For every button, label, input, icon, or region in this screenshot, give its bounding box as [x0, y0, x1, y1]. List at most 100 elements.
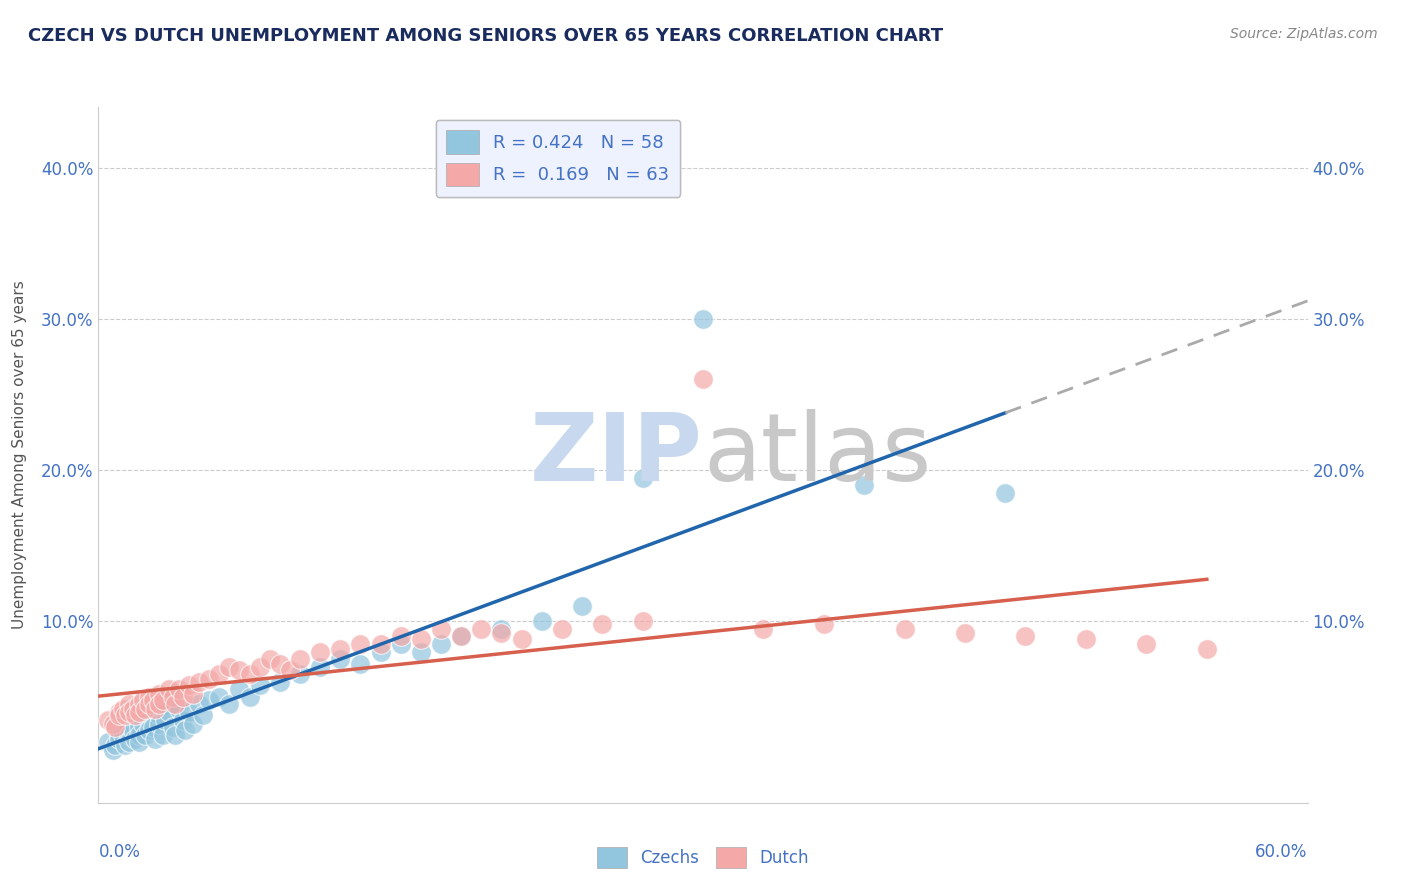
Point	[162, 720, 184, 734]
Point	[134, 728, 156, 742]
Point	[370, 637, 392, 651]
Point	[107, 732, 129, 747]
Point	[188, 674, 211, 689]
Point	[309, 644, 332, 658]
Point	[450, 629, 472, 643]
Point	[124, 732, 146, 747]
Point	[752, 622, 775, 636]
Text: 0.0%: 0.0%	[98, 843, 141, 861]
Point	[167, 682, 190, 697]
Legend: Czechs, Dutch: Czechs, Dutch	[591, 840, 815, 875]
Point	[329, 652, 352, 666]
Point	[128, 705, 150, 719]
Point	[142, 720, 165, 734]
Text: atlas: atlas	[703, 409, 931, 501]
Point	[172, 713, 194, 727]
Point	[631, 470, 654, 484]
Point	[188, 698, 211, 712]
Point	[249, 659, 271, 673]
Point	[157, 705, 180, 719]
Point	[269, 657, 291, 671]
Point	[101, 717, 124, 731]
Point	[370, 644, 392, 658]
Point	[153, 713, 176, 727]
Point	[128, 698, 150, 712]
Point	[134, 702, 156, 716]
Point	[228, 682, 250, 697]
Point	[138, 690, 160, 704]
Point	[259, 652, 281, 666]
Point	[152, 728, 174, 742]
Point	[198, 693, 221, 707]
Point	[181, 717, 204, 731]
Point	[124, 708, 146, 723]
Point	[162, 690, 184, 704]
Point	[239, 667, 262, 681]
Point	[389, 637, 412, 651]
Point	[148, 708, 170, 723]
Point	[148, 687, 170, 701]
Point	[121, 702, 143, 716]
Point	[107, 705, 129, 719]
Text: ZIP: ZIP	[530, 409, 703, 501]
Point	[409, 632, 432, 647]
Point	[1135, 637, 1157, 651]
Text: CZECH VS DUTCH UNEMPLOYMENT AMONG SENIORS OVER 65 YEARS CORRELATION CHART: CZECH VS DUTCH UNEMPLOYMENT AMONG SENIOR…	[28, 27, 943, 45]
Point	[591, 617, 613, 632]
Point	[179, 705, 201, 719]
Point	[218, 698, 240, 712]
Point	[893, 622, 915, 636]
Point	[118, 698, 141, 712]
Text: 60.0%: 60.0%	[1256, 843, 1308, 861]
Point	[470, 622, 492, 636]
Point	[430, 637, 453, 651]
Point	[198, 672, 221, 686]
Point	[409, 644, 432, 658]
Point	[118, 705, 141, 719]
Point	[179, 678, 201, 692]
Point	[530, 615, 553, 629]
Point	[278, 663, 301, 677]
Point	[103, 720, 125, 734]
Point	[218, 659, 240, 673]
Point	[97, 735, 120, 749]
Point	[121, 723, 143, 738]
Point	[107, 728, 129, 742]
Point	[208, 667, 231, 681]
Point	[138, 713, 160, 727]
Point	[239, 690, 262, 704]
Legend: R = 0.424   N = 58, R =  0.169   N = 63: R = 0.424 N = 58, R = 0.169 N = 63	[436, 120, 681, 196]
Point	[1195, 641, 1218, 656]
Point	[132, 693, 155, 707]
Point	[430, 622, 453, 636]
Point	[450, 629, 472, 643]
Point	[138, 698, 160, 712]
Point	[142, 693, 165, 707]
Point	[101, 743, 124, 757]
Point	[172, 690, 194, 704]
Point	[491, 626, 513, 640]
Point	[208, 690, 231, 704]
Point	[148, 717, 170, 731]
Point	[551, 622, 574, 636]
Point	[228, 663, 250, 677]
Point	[288, 652, 311, 666]
Point	[491, 622, 513, 636]
Point	[510, 632, 533, 647]
Point	[118, 735, 141, 749]
Point	[118, 720, 141, 734]
Point	[249, 678, 271, 692]
Point	[163, 698, 186, 712]
Point	[349, 657, 371, 671]
Point	[692, 372, 714, 386]
Point	[631, 615, 654, 629]
Point	[107, 708, 129, 723]
Point	[163, 728, 186, 742]
Point	[813, 617, 835, 632]
Point	[148, 698, 170, 712]
Point	[128, 720, 150, 734]
Point	[349, 637, 371, 651]
Point	[143, 702, 166, 716]
Point	[118, 728, 141, 742]
Point	[1014, 629, 1036, 643]
